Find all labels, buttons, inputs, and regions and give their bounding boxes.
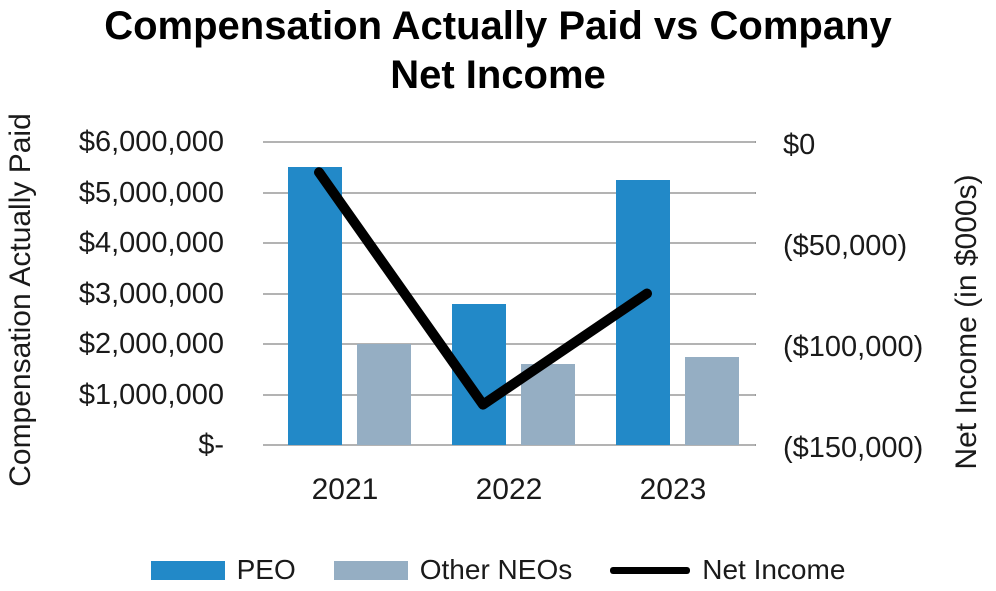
legend-item-peo: PEO [150,554,296,586]
gridline [263,242,755,244]
x-tick-label: 2022 [475,473,543,506]
gridline [263,293,755,295]
y-tick-label-right: $0 [783,129,816,161]
gridline [263,394,755,396]
net-income-polyline [314,167,652,410]
gridline [263,444,755,446]
y-tick-label-left: $1,000,000 [78,378,224,411]
legend: PEO Other NEOs Net Income [0,551,996,589]
legend-label: PEO [236,554,296,585]
legend-label: Net Income [702,554,846,585]
plot-area [263,141,755,446]
legend-item-other-neos: Other NEOs [333,554,573,586]
legend-swatch-net-income [610,566,691,574]
legend-label: Other NEOs [419,554,573,585]
legend-swatch-peo [150,560,225,580]
x-tick-label: 2021 [311,473,379,506]
gridline [263,192,755,194]
chart-title-line2: Net Income [390,53,606,97]
y-tick-label-right: ($100,000) [783,331,924,363]
y-tick-label-left: $6,000,000 [78,126,224,158]
bar-peo-2021 [288,167,342,445]
y-tick-label-left: $4,000,000 [78,227,224,259]
y-tick-label-left: $2,000,000 [78,328,224,360]
left-axis-title: Compensation Actually Paid [4,113,37,487]
y-tick-label-right: ($50,000) [783,230,908,262]
chart-title: Compensation Actually Paid vs Company Ne… [0,2,996,100]
bar-other-neos-2021 [357,344,411,445]
y-tick-label-left: $3,000,000 [78,277,224,310]
right-axis-title: Net Income (in $000s) [950,174,983,470]
bar-other-neos-2023 [685,357,739,445]
gridline [263,141,755,143]
net-income-line [314,167,652,410]
gridline [263,343,755,345]
legend-item-net-income: Net Income [610,554,845,586]
chart-title-line1: Compensation Actually Paid vs Company [104,4,892,48]
legend-swatch-other-neos [333,560,408,580]
y-tick-label-left: $- [198,429,224,461]
y-tick-label-right: ($150,000) [783,432,924,464]
y-tick-label-left: $5,000,000 [78,176,224,209]
x-tick-label: 2023 [639,473,707,506]
